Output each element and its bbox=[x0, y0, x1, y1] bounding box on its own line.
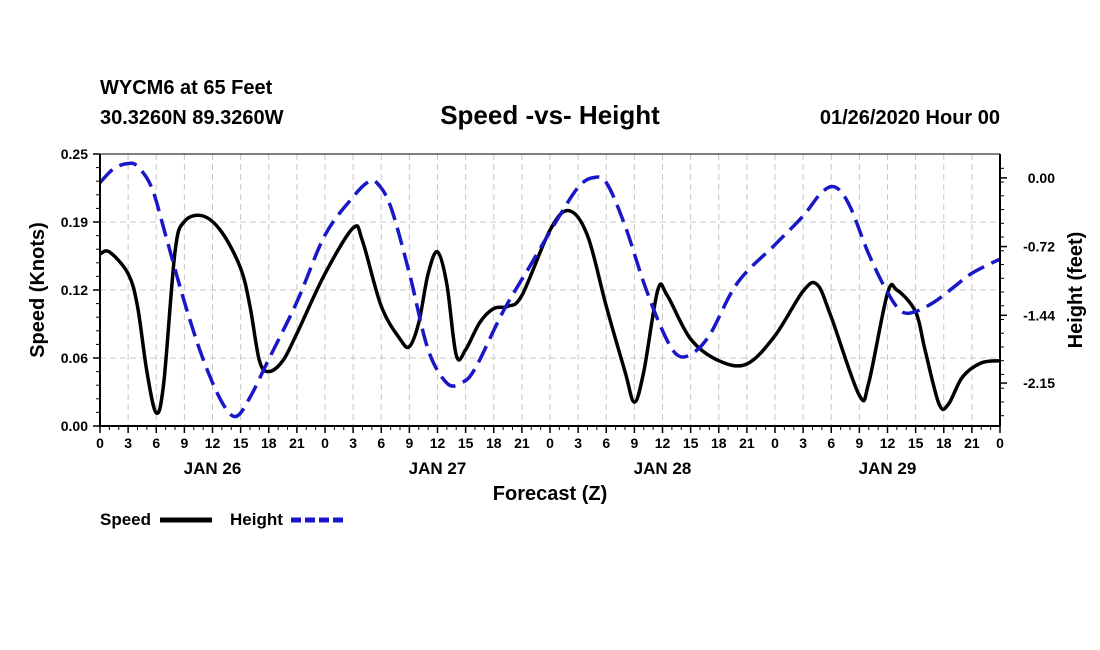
x-tick-label: 12 bbox=[655, 435, 671, 451]
y-right-tick-label: 0.00 bbox=[1028, 170, 1055, 186]
x-axis-label: Forecast (Z) bbox=[493, 483, 607, 505]
y-right-tick-label: -2.15 bbox=[1023, 375, 1055, 391]
x-tick-label: 3 bbox=[124, 435, 132, 451]
x-tick-label: 21 bbox=[739, 435, 755, 451]
y-left-tick-label: 0.25 bbox=[61, 146, 88, 162]
y-left-tick-label: 0.00 bbox=[61, 418, 88, 434]
x-tick-label: 3 bbox=[349, 435, 357, 451]
y-right-tick-label: -1.44 bbox=[1023, 307, 1055, 323]
y-right-tick-label: -0.72 bbox=[1023, 239, 1055, 255]
x-tick-label: 6 bbox=[827, 435, 835, 451]
x-tick-label: 0 bbox=[96, 435, 104, 451]
day-label: JAN 27 bbox=[409, 459, 467, 478]
x-tick-label: 9 bbox=[180, 435, 188, 451]
x-tick-label: 18 bbox=[486, 435, 502, 451]
x-tick-label: 18 bbox=[261, 435, 277, 451]
x-tick-label: 6 bbox=[602, 435, 610, 451]
x-tick-label: 21 bbox=[964, 435, 980, 451]
x-tick-label: 18 bbox=[711, 435, 727, 451]
x-tick-label: 12 bbox=[430, 435, 446, 451]
x-tick-label: 9 bbox=[405, 435, 413, 451]
x-tick-label: 0 bbox=[546, 435, 554, 451]
x-tick-label: 18 bbox=[936, 435, 952, 451]
axes bbox=[93, 153, 1007, 433]
x-tick-label: 6 bbox=[152, 435, 160, 451]
day-label: JAN 28 bbox=[634, 459, 692, 478]
chart-title: Speed -vs- Height bbox=[440, 100, 660, 130]
y-axis-label-right: Height (feet) bbox=[1065, 232, 1087, 349]
station-line-1: WYCM6 at 65 Feet bbox=[100, 77, 273, 99]
x-tick-label: 0 bbox=[771, 435, 779, 451]
x-tick-label: 21 bbox=[289, 435, 305, 451]
x-tick-label: 12 bbox=[205, 435, 221, 451]
x-tick-label: 3 bbox=[799, 435, 807, 451]
x-tick-label: 15 bbox=[458, 435, 474, 451]
x-tick-label: 0 bbox=[996, 435, 1004, 451]
x-tick-label: 9 bbox=[630, 435, 638, 451]
series-line-height bbox=[100, 161, 1000, 419]
tick-labels: 0 3 6 9 12 15 18 21 0 3 6 9 12 15 18 21 0 3 6 9 12 15 18 21 0 3 6 9… bbox=[61, 146, 1055, 478]
legend-label-height: Height bbox=[230, 510, 283, 529]
day-label: JAN 29 bbox=[859, 459, 917, 478]
legend: Speed Height bbox=[100, 510, 343, 529]
day-label: JAN 26 bbox=[184, 459, 242, 478]
x-tick-label: 6 bbox=[377, 435, 385, 451]
y-left-tick-label: 0.19 bbox=[61, 214, 88, 230]
y-axis-label-left: Speed (Knots) bbox=[27, 222, 49, 358]
date-label: 01/26/2020 Hour 00 bbox=[820, 107, 1000, 129]
x-tick-label: 9 bbox=[855, 435, 863, 451]
y-left-tick-label: 0.12 bbox=[61, 282, 88, 298]
x-tick-label: 0 bbox=[321, 435, 329, 451]
data-series bbox=[100, 161, 1000, 419]
series-line-speed bbox=[100, 208, 1000, 415]
x-tick-label: 12 bbox=[880, 435, 896, 451]
station-line-2: 30.3260N 89.3260W bbox=[100, 107, 284, 129]
x-tick-label: 15 bbox=[233, 435, 249, 451]
x-tick-label: 3 bbox=[574, 435, 582, 451]
y-left-tick-label: 0.06 bbox=[61, 350, 88, 366]
x-tick-label: 15 bbox=[683, 435, 699, 451]
x-tick-label: 15 bbox=[908, 435, 924, 451]
legend-label-speed: Speed bbox=[100, 510, 151, 529]
x-tick-label: 21 bbox=[514, 435, 530, 451]
